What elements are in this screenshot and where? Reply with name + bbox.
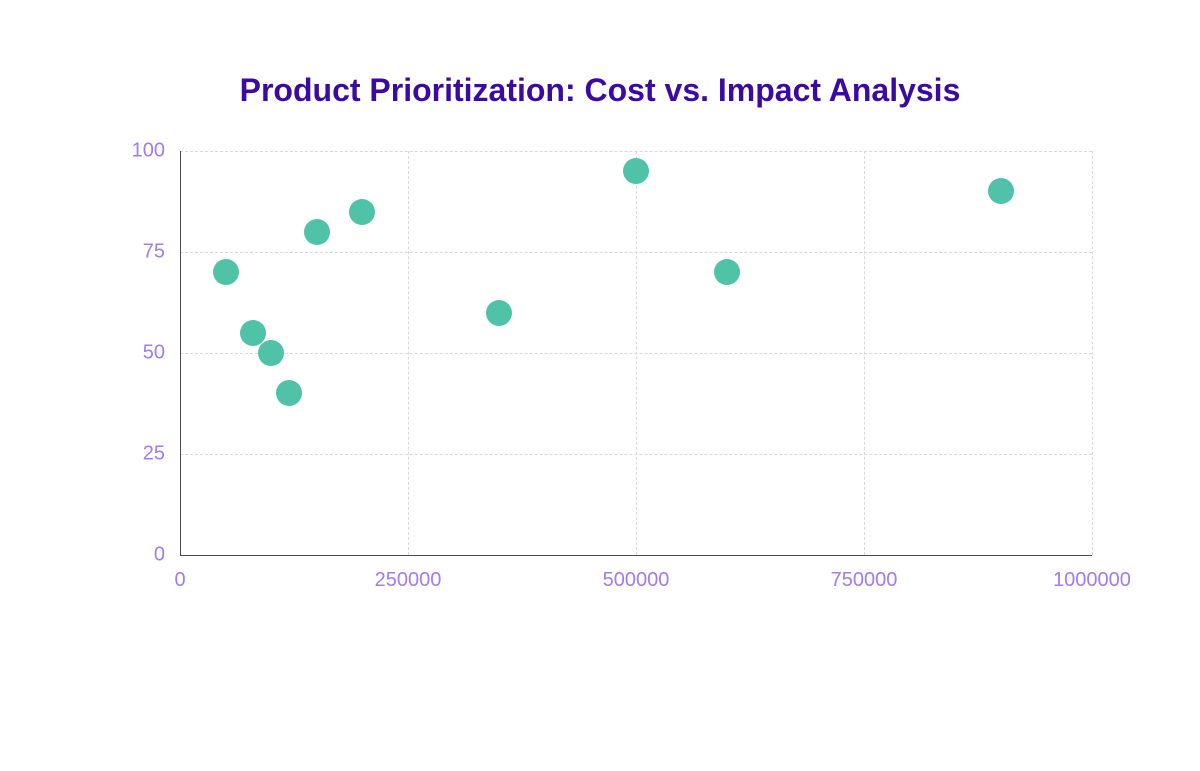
gridline-horizontal	[180, 151, 1092, 152]
x-tick-label: 750000	[784, 569, 944, 592]
y-tick-label: 50	[110, 342, 165, 365]
x-tick-label: 1000000	[1012, 569, 1172, 592]
y-axis-line	[180, 151, 181, 555]
y-tick-label: 0	[110, 544, 165, 567]
scatter-point	[714, 259, 740, 285]
x-tick-label: 250000	[328, 569, 488, 592]
scatter-point	[486, 300, 512, 326]
x-axis-line	[180, 555, 1092, 556]
scatter-point	[623, 158, 649, 184]
chart-container: Product Prioritization: Cost vs. Impact …	[0, 0, 1200, 771]
x-tick-label: 500000	[556, 569, 716, 592]
scatter-point	[988, 178, 1014, 204]
gridline-vertical	[1092, 151, 1093, 555]
scatter-point	[213, 259, 239, 285]
gridline-horizontal	[180, 252, 1092, 253]
scatter-point	[258, 340, 284, 366]
gridline-horizontal	[180, 353, 1092, 354]
scatter-point	[276, 380, 302, 406]
plot-area: 025000050000075000010000000255075100	[180, 151, 1092, 555]
y-tick-label: 75	[110, 241, 165, 264]
x-tick-label: 0	[100, 569, 260, 592]
gridline-horizontal	[180, 454, 1092, 455]
y-tick-label: 100	[110, 140, 165, 163]
scatter-point	[349, 199, 375, 225]
scatter-point	[304, 219, 330, 245]
chart-title: Product Prioritization: Cost vs. Impact …	[0, 72, 1200, 109]
y-tick-label: 25	[110, 443, 165, 466]
